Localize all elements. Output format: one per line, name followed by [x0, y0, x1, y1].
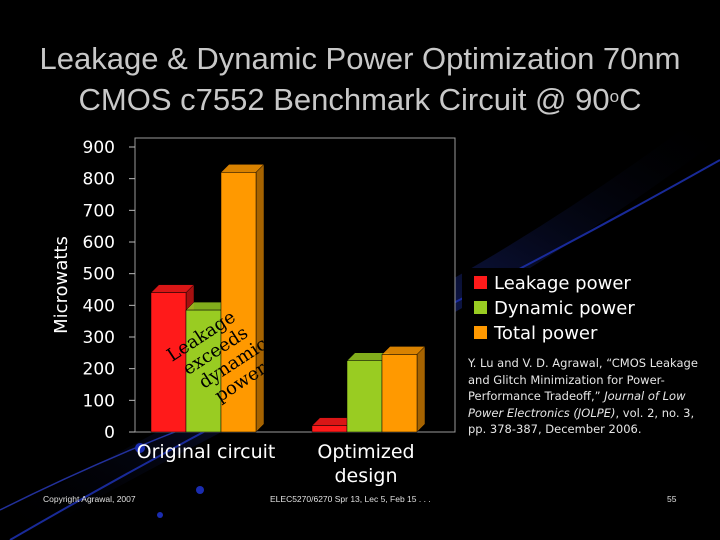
title-line-1: Leakage & Dynamic Power Optimization 70n…: [39, 41, 681, 76]
legend-label: Leakage power: [494, 273, 631, 294]
y-tick-label: 100: [83, 391, 115, 411]
y-tick-label: 700: [83, 201, 115, 221]
legend-swatch: [474, 276, 487, 289]
footer-course: ELEC5270/6270 Spr 13, Lec 5, Feb 15 . . …: [270, 494, 431, 504]
legend-swatch: [474, 326, 487, 339]
legend-swatch: [474, 301, 487, 314]
legend-label: Dynamic power: [494, 298, 635, 319]
bar-dynamic-power: [346, 360, 383, 433]
bar-side-face: [255, 163, 265, 433]
x-category-label: design: [334, 465, 397, 487]
reference-journal: Journal of Low Power Electronics (JOLPE): [468, 389, 686, 420]
reference-suffix: , vol. 2, no. 3, pp. 378-387, December 2…: [468, 405, 695, 437]
slide-title: Leakage & Dynamic Power Optimization 70n…: [0, 40, 720, 119]
bar-total-power: [220, 172, 257, 433]
y-axis-label: Microwatts: [51, 236, 72, 334]
legend-box: [462, 268, 674, 346]
y-tick-label: 400: [83, 296, 115, 316]
y-tick-label: 0: [104, 423, 115, 443]
footer-copyright: Copyright Agrawal, 2007: [43, 494, 136, 504]
bar-side-face: [416, 345, 426, 433]
bar-leakage-power: [311, 425, 348, 433]
reference-citation: Y. Lu and V. D. Agrawal, “CMOS Leakage a…: [468, 355, 708, 438]
footer-page-number: 55: [667, 494, 677, 504]
reference-prefix: Y. Lu and V. D. Agrawal, “CMOS Leakage a…: [468, 356, 698, 403]
title-line-2-end: C: [619, 82, 642, 117]
y-tick-label: 800: [83, 170, 115, 190]
bar-leakage-power: [150, 292, 187, 433]
y-tick-label: 900: [83, 138, 115, 158]
y-tick-label: 600: [83, 233, 115, 253]
title-line-2: CMOS c7552 Benchmark Circuit @ 90: [78, 82, 610, 117]
bar-dynamic-power: [185, 309, 222, 433]
x-category-label: Original circuit: [137, 441, 276, 463]
y-tick-label: 200: [83, 360, 115, 380]
title-degree-superscript: o: [609, 87, 620, 106]
legend-label: Total power: [493, 323, 598, 344]
y-tick-label: 300: [83, 328, 115, 348]
bar-total-power: [381, 354, 418, 433]
x-category-label: Optimized: [317, 441, 414, 463]
y-tick-label: 500: [83, 265, 115, 285]
